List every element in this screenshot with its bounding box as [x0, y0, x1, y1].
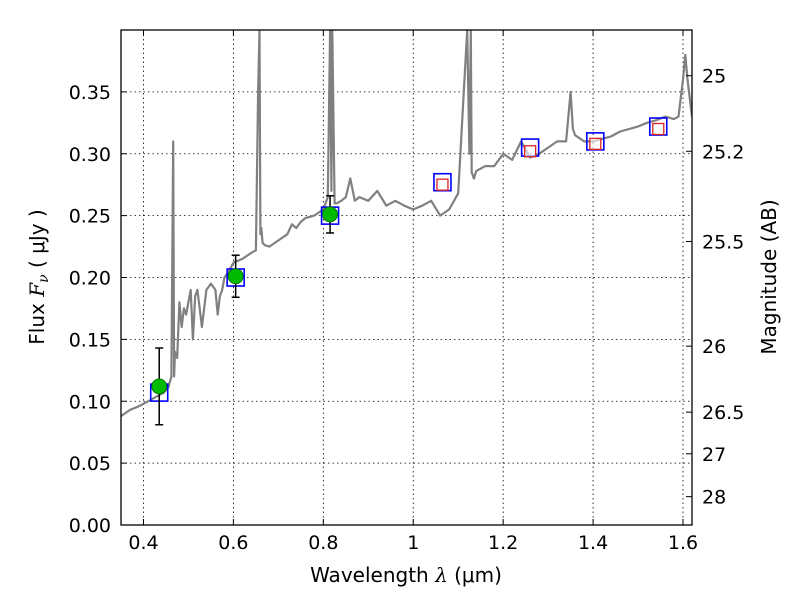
grid	[121, 30, 692, 526]
x-tick-label: 1.6	[668, 532, 698, 554]
y2-axis-title: Magnitude (AB)	[757, 199, 781, 354]
y-axis-title-unit: ( μJy )	[25, 209, 49, 274]
y-axis-title: Flux Fν ( μJy )	[25, 209, 52, 344]
x-tick-label: 1.2	[488, 532, 518, 554]
x-tick-label: 1.4	[578, 532, 608, 554]
model-spectrum-line	[121, 30, 692, 418]
y-tick-label: 0.05	[69, 453, 111, 475]
y-axis-title-prefix: Flux	[25, 297, 49, 345]
x-tick-label: 0.8	[308, 532, 338, 554]
y2-tick-label: 25.5	[702, 232, 744, 254]
y2-tick-label: 28	[702, 487, 726, 509]
observed-point	[227, 268, 244, 285]
x-axis-title-prefix: Wavelength	[310, 563, 435, 587]
observed-point	[322, 206, 338, 223]
x-tick-label: 0.6	[218, 532, 248, 554]
non-detection-box	[652, 122, 665, 136]
y-tick-label: 0.30	[69, 144, 111, 166]
y-tick-label: 0.10	[69, 391, 111, 413]
x-axis-title: Wavelength λ (μm)	[310, 563, 502, 587]
x-tick-label: 1	[407, 532, 419, 554]
series-layer	[121, 30, 692, 426]
y-tick-label: 0.20	[69, 268, 111, 290]
y2-tick-label: 26.5	[702, 402, 744, 424]
ticks: 0.4 0.6 0.8 1 1.2 1.4 1.6 0.00 0.05 0.10 0.15 0.20 0…	[69, 30, 744, 554]
x-tick-label: 0.4	[128, 532, 158, 554]
x-axis-title-symbol: λ	[434, 563, 448, 587]
y2-tick-label: 26	[702, 336, 726, 358]
y2-tick-label: 25	[702, 66, 726, 88]
y-tick-label: 0.35	[69, 82, 111, 104]
observed-point	[151, 378, 168, 395]
y2-tick-label: 25.2	[702, 141, 744, 163]
y-axis-title-symbol: F	[25, 282, 49, 298]
y-tick-label: 0.25	[69, 206, 111, 228]
non-detection-box	[436, 178, 449, 191]
y-axis-title-subscript: ν	[36, 274, 52, 283]
y-tick-label: 0.00	[69, 515, 111, 537]
y2-tick-label: 27	[702, 444, 726, 466]
non-detection-box	[523, 145, 537, 158]
y-tick-label: 0.15	[69, 329, 111, 351]
non-detection-box	[589, 137, 602, 151]
x-axis-title-unit: (μm)	[448, 563, 502, 587]
